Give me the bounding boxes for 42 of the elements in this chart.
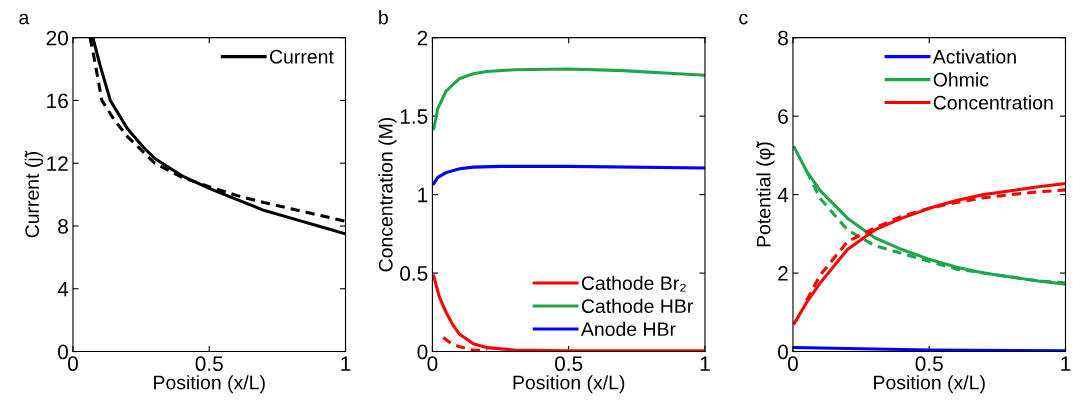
line-series bbox=[432, 67, 705, 131]
x-tick-label: 0.5 bbox=[555, 356, 583, 372]
y-tick-label: 8 bbox=[58, 218, 68, 234]
y-tick-label: 8 bbox=[778, 30, 788, 46]
y-tick-label: 0 bbox=[778, 344, 788, 360]
y-tick-label: 1 bbox=[418, 187, 428, 203]
legend-label: Concentration bbox=[933, 95, 1053, 110]
x-tick-label: 1 bbox=[341, 356, 351, 371]
legend-label: Current bbox=[269, 49, 334, 64]
chart-title: c bbox=[739, 13, 748, 25]
x-tick-label: 0.5 bbox=[195, 356, 223, 372]
x-tick-label: 1 bbox=[700, 356, 710, 371]
y-tick-label: 0 bbox=[417, 344, 428, 360]
legend-label: Ohmic bbox=[933, 72, 989, 87]
x-axis-title: Position (x/L) bbox=[154, 375, 265, 394]
legend-label: Cathode Br₂ bbox=[581, 275, 686, 292]
chart-title: a bbox=[19, 13, 30, 25]
line-series bbox=[792, 182, 1066, 325]
y-axis-title: Potential (φ̃) bbox=[756, 141, 775, 247]
y-tick-label: 16 bbox=[47, 93, 68, 109]
chart-title: b bbox=[379, 10, 388, 25]
y-tick-label: 4 bbox=[57, 281, 69, 297]
y-axis-title: Concentration (M) bbox=[378, 118, 397, 272]
line-series bbox=[432, 164, 705, 186]
y-tick-label: 0.5 bbox=[400, 266, 428, 281]
y-tick-label: 0 bbox=[58, 344, 68, 360]
y-tick-label: 2 bbox=[778, 266, 788, 281]
y-axis-title: Current (j̃) bbox=[24, 150, 43, 238]
legend-label: Cathode HBr bbox=[581, 298, 693, 314]
x-axis-title: Position (x/L) bbox=[874, 375, 985, 394]
y-tick-label: 20 bbox=[46, 30, 68, 46]
y-tick-label: 4 bbox=[777, 187, 789, 203]
y-tick-label: 12 bbox=[47, 156, 68, 171]
y-tick-label: 6 bbox=[778, 109, 788, 124]
x-tick-label: 0 bbox=[427, 356, 438, 372]
x-axis-title: Position (x/L) bbox=[513, 375, 625, 394]
x-tick-label: 1 bbox=[1061, 356, 1071, 371]
y-tick-label: 2 bbox=[417, 30, 428, 46]
y-tick-label: 1.5 bbox=[400, 109, 428, 124]
legend-label: Anode HBr bbox=[580, 321, 676, 337]
legend-label: Activation bbox=[932, 49, 1016, 64]
x-tick-label: 0.5 bbox=[915, 356, 943, 372]
